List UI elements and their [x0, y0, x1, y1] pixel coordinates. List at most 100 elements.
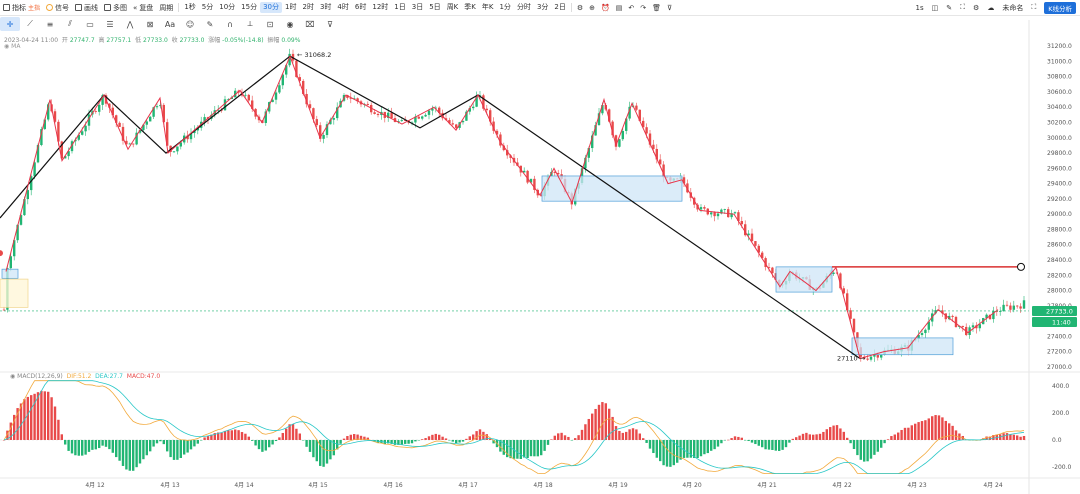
macd-bar[interactable]: [934, 415, 937, 440]
macd-bar[interactable]: [441, 436, 444, 440]
macd-bar[interactable]: [761, 439, 764, 448]
candle-body[interactable]: [176, 146, 179, 152]
macd-bar[interactable]: [672, 439, 675, 466]
macd-bar[interactable]: [421, 439, 424, 440]
macd-bar[interactable]: [189, 439, 193, 450]
macd-bar[interactable]: [410, 439, 414, 444]
candle-body[interactable]: [53, 111, 57, 122]
macd-bar[interactable]: [795, 437, 798, 440]
macd-bar[interactable]: [846, 437, 849, 440]
macd-bar[interactable]: [397, 439, 400, 445]
macd-bar[interactable]: [727, 439, 730, 441]
macd-bar[interactable]: [560, 432, 563, 440]
macd-bar[interactable]: [291, 424, 295, 440]
macd-bar[interactable]: [77, 439, 80, 456]
macd-bar[interactable]: [812, 434, 815, 440]
macd-bar[interactable]: [1002, 433, 1005, 440]
candle-body[interactable]: [880, 354, 883, 358]
macd-bar[interactable]: [557, 433, 560, 440]
macd-bar[interactable]: [676, 439, 679, 463]
macd-bar[interactable]: [149, 439, 152, 452]
edit-icon[interactable]: ✎: [946, 3, 953, 12]
macd-bar[interactable]: [869, 439, 873, 459]
macd-bar[interactable]: [223, 430, 227, 440]
macd-bar[interactable]: [910, 425, 913, 440]
gear-icon[interactable]: ⚙: [973, 3, 980, 12]
timeframe-20[interactable]: 2日: [554, 3, 566, 11]
macd-bar[interactable]: [594, 408, 597, 440]
macd-bar[interactable]: [597, 404, 601, 440]
candle-body[interactable]: [948, 315, 951, 320]
macd-bar[interactable]: [523, 439, 526, 458]
macd-bar[interactable]: [543, 439, 546, 451]
candle-body[interactable]: [30, 176, 33, 191]
macd-bar[interactable]: [754, 439, 757, 445]
macd-bar[interactable]: [604, 403, 607, 440]
macd-bar[interactable]: [257, 439, 261, 450]
candle-body[interactable]: [951, 315, 954, 317]
candle-body[interactable]: [723, 209, 726, 210]
macd-bar[interactable]: [172, 439, 176, 460]
macd-bar[interactable]: [509, 439, 512, 459]
candle-body[interactable]: [482, 95, 485, 109]
candle-body[interactable]: [924, 329, 927, 334]
macd-bar[interactable]: [1022, 435, 1026, 440]
macd-bar[interactable]: [98, 439, 101, 449]
macd-bar[interactable]: [234, 429, 237, 440]
macd-bar[interactable]: [710, 439, 713, 451]
timeframe-10[interactable]: 12时: [372, 3, 389, 11]
macd-bar[interactable]: [87, 439, 91, 452]
candle-body[interactable]: [278, 85, 281, 93]
candle-body[interactable]: [608, 109, 611, 122]
candle-body[interactable]: [390, 112, 393, 119]
candle-body[interactable]: [60, 141, 63, 159]
candle-body[interactable]: [849, 310, 852, 319]
macd-bar[interactable]: [618, 430, 621, 440]
macd-bar[interactable]: [631, 428, 635, 440]
candle-body[interactable]: [764, 258, 767, 268]
candle-body[interactable]: [455, 124, 458, 128]
macd-legend[interactable]: ◉ MACD(12,26,9) DIF:51.2 DEA:27.7 MACD:4…: [10, 373, 160, 380]
candle-body[interactable]: [332, 118, 335, 120]
candle-body[interactable]: [438, 107, 441, 113]
candle-body[interactable]: [682, 177, 686, 184]
macd-bar[interactable]: [842, 431, 845, 440]
macd-bar[interactable]: [26, 396, 29, 440]
macd-bar[interactable]: [662, 439, 665, 466]
macd-bar[interactable]: [319, 439, 322, 466]
macd-bar[interactable]: [852, 439, 856, 450]
macd-bar[interactable]: [992, 435, 995, 440]
macd-bar[interactable]: [169, 439, 172, 458]
candle-body[interactable]: [64, 156, 67, 159]
macd-bar[interactable]: [886, 439, 890, 440]
black-zigzag-line[interactable]: [0, 55, 861, 360]
macd-bar[interactable]: [70, 439, 74, 454]
candle-body[interactable]: [336, 107, 339, 119]
macd-bar[interactable]: [808, 434, 811, 440]
candle-body[interactable]: [876, 354, 879, 358]
line-handle[interactable]: [1017, 262, 1025, 271]
timeframe-5[interactable]: 1时: [285, 3, 297, 11]
consolidation-box[interactable]: [1, 268, 19, 279]
candle-body[interactable]: [611, 121, 614, 136]
candle-body[interactable]: [703, 207, 706, 209]
macd-bar[interactable]: [40, 390, 43, 440]
delete-drawings-tool[interactable]: ⌧: [300, 17, 320, 31]
candle-body[interactable]: [645, 127, 648, 134]
macd-bar[interactable]: [336, 439, 339, 450]
macd-bar[interactable]: [339, 439, 342, 444]
macd-bar[interactable]: [716, 439, 720, 447]
macd-bar[interactable]: [302, 439, 305, 441]
candle-body[interactable]: [135, 132, 138, 145]
macd-bar[interactable]: [295, 428, 298, 440]
macd-bar[interactable]: [115, 439, 118, 458]
candle-body[interactable]: [268, 102, 271, 112]
kline-analysis-button[interactable]: K线分析: [1044, 1, 1076, 14]
macd-bar[interactable]: [312, 439, 315, 458]
candle-body[interactable]: [271, 99, 274, 103]
macd-bar[interactable]: [458, 439, 461, 443]
timeframe-17[interactable]: 1分: [499, 3, 511, 11]
macd-bar[interactable]: [577, 435, 580, 440]
macd-bar[interactable]: [278, 437, 281, 440]
macd-bar[interactable]: [455, 439, 458, 444]
